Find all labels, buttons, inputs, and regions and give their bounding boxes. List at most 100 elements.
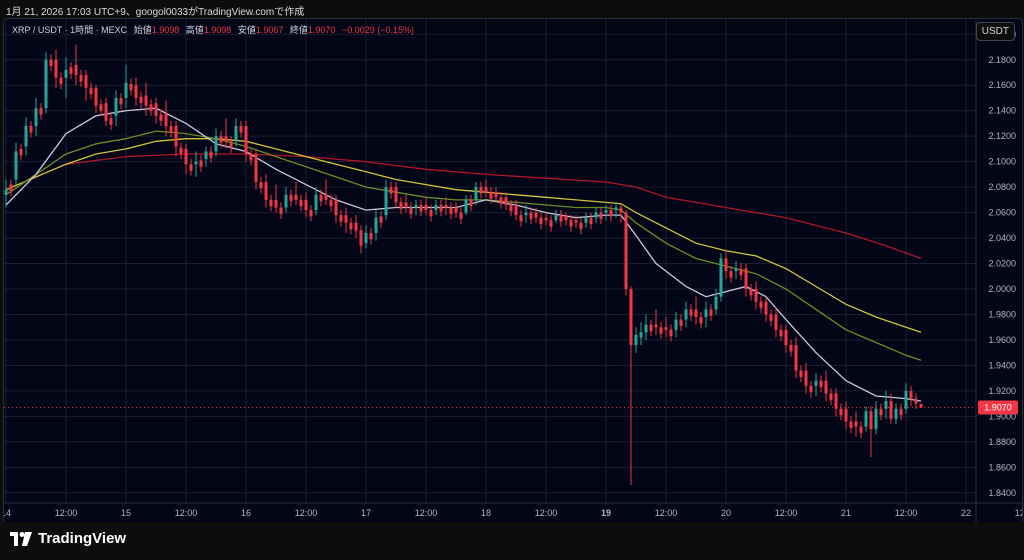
candle-down <box>164 113 168 126</box>
candle-up <box>734 268 738 272</box>
candle-down <box>679 319 683 326</box>
candle-down <box>264 182 268 200</box>
candle-down <box>919 403 923 408</box>
candle-down <box>629 289 633 346</box>
x-tick-label: 12:00 <box>175 508 198 518</box>
candle-down <box>744 268 748 290</box>
x-tick-label: 16 <box>241 508 251 518</box>
candle-down <box>799 370 803 377</box>
candle-down <box>729 271 733 278</box>
candle-down <box>379 216 383 223</box>
candle-down <box>389 187 393 194</box>
candlestick-chart[interactable]: 2.20002.18002.16002.14002.12002.10002.08… <box>4 19 1022 523</box>
candle-down <box>509 204 513 212</box>
candle-down <box>439 204 443 212</box>
candle-down <box>299 199 303 207</box>
y-tick-label: 2.0800 <box>988 182 1016 192</box>
candle-down <box>839 408 843 416</box>
change-value: −0.0029 (−0.15%) <box>341 25 415 35</box>
candle-down <box>599 212 603 219</box>
candle-down <box>74 64 78 76</box>
candle-up <box>4 189 8 195</box>
candle-down <box>229 141 233 148</box>
candle-down <box>109 118 113 125</box>
candle-down <box>309 210 313 217</box>
candle-down <box>669 329 673 337</box>
candle-down <box>324 194 328 200</box>
candle-down <box>649 324 653 332</box>
candle-up <box>434 204 438 211</box>
candle-up <box>704 309 708 318</box>
open-value: 1.9098 <box>151 25 180 35</box>
candle-down <box>869 411 873 430</box>
candle-down <box>54 59 58 78</box>
candle-down <box>449 207 453 214</box>
candle-down <box>514 204 518 216</box>
candle-down <box>209 151 213 158</box>
y-tick-label: 1.8800 <box>988 437 1016 447</box>
candle-up <box>194 161 198 165</box>
x-tick-label: 20 <box>721 508 731 518</box>
candle-down <box>849 421 853 428</box>
candle-down <box>624 212 628 290</box>
x-tick-label: 12:00 <box>1015 508 1022 518</box>
candle-up <box>894 408 898 419</box>
candle-down <box>249 154 253 161</box>
candle-down <box>274 199 278 208</box>
candle-down <box>339 215 343 222</box>
candle-down <box>294 194 298 200</box>
candle-up <box>44 59 48 109</box>
candle-down <box>909 390 913 399</box>
candle-down <box>199 160 203 167</box>
candle-down <box>104 103 108 121</box>
candle-up <box>24 125 28 147</box>
candle-up <box>584 217 588 223</box>
candle-up <box>384 187 388 216</box>
candle-up <box>524 212 528 216</box>
candle-down <box>9 184 13 191</box>
candle-down <box>764 301 768 315</box>
currency-button[interactable]: USDT <box>975 22 1015 41</box>
candle-down <box>59 77 63 84</box>
chart-panel[interactable]: XRP / USDT · 1時間 · MEXC 始値1.9098 高値1.909… <box>3 18 1023 524</box>
candle-down <box>139 96 143 104</box>
x-tick-label: 12:00 <box>55 508 78 518</box>
x-tick-label: 12:00 <box>535 508 558 518</box>
y-tick-label: 2.1800 <box>988 55 1016 65</box>
y-tick-label: 1.9400 <box>988 360 1016 370</box>
candle-down <box>89 87 93 95</box>
candle-up <box>114 97 118 116</box>
candle-up <box>639 332 643 338</box>
y-tick-label: 1.8600 <box>988 462 1016 472</box>
candle-up <box>644 324 648 333</box>
candle-down <box>244 125 248 155</box>
high-label: 高値 <box>185 25 204 35</box>
candle-down <box>219 136 223 143</box>
y-tick-label: 2.1400 <box>988 106 1016 116</box>
close-label: 終値 <box>289 25 308 35</box>
candle-down <box>824 380 828 394</box>
y-tick-label: 2.0200 <box>988 259 1016 269</box>
candle-down <box>579 222 583 230</box>
x-tick-label: 21 <box>841 508 851 518</box>
candle-down <box>184 148 188 165</box>
candle-down <box>129 83 133 91</box>
candle-up <box>214 136 218 152</box>
candle-down <box>834 393 838 409</box>
candle-down <box>784 329 788 346</box>
candle-up <box>414 204 418 208</box>
candle-down <box>754 289 758 302</box>
candle-down <box>329 199 333 207</box>
y-tick-label: 2.0000 <box>988 284 1016 294</box>
candle-down <box>94 87 98 106</box>
candle-down <box>394 187 398 203</box>
last-price-tag <box>978 400 1018 415</box>
candle-down <box>774 314 778 330</box>
candle-down <box>794 345 798 371</box>
footer-bar: TradingView <box>0 522 1024 560</box>
candle-up <box>234 125 238 142</box>
candle-up <box>64 69 68 78</box>
candle-down <box>534 212 538 218</box>
tradingview-logo-icon <box>10 531 32 546</box>
candle-down <box>879 408 883 416</box>
